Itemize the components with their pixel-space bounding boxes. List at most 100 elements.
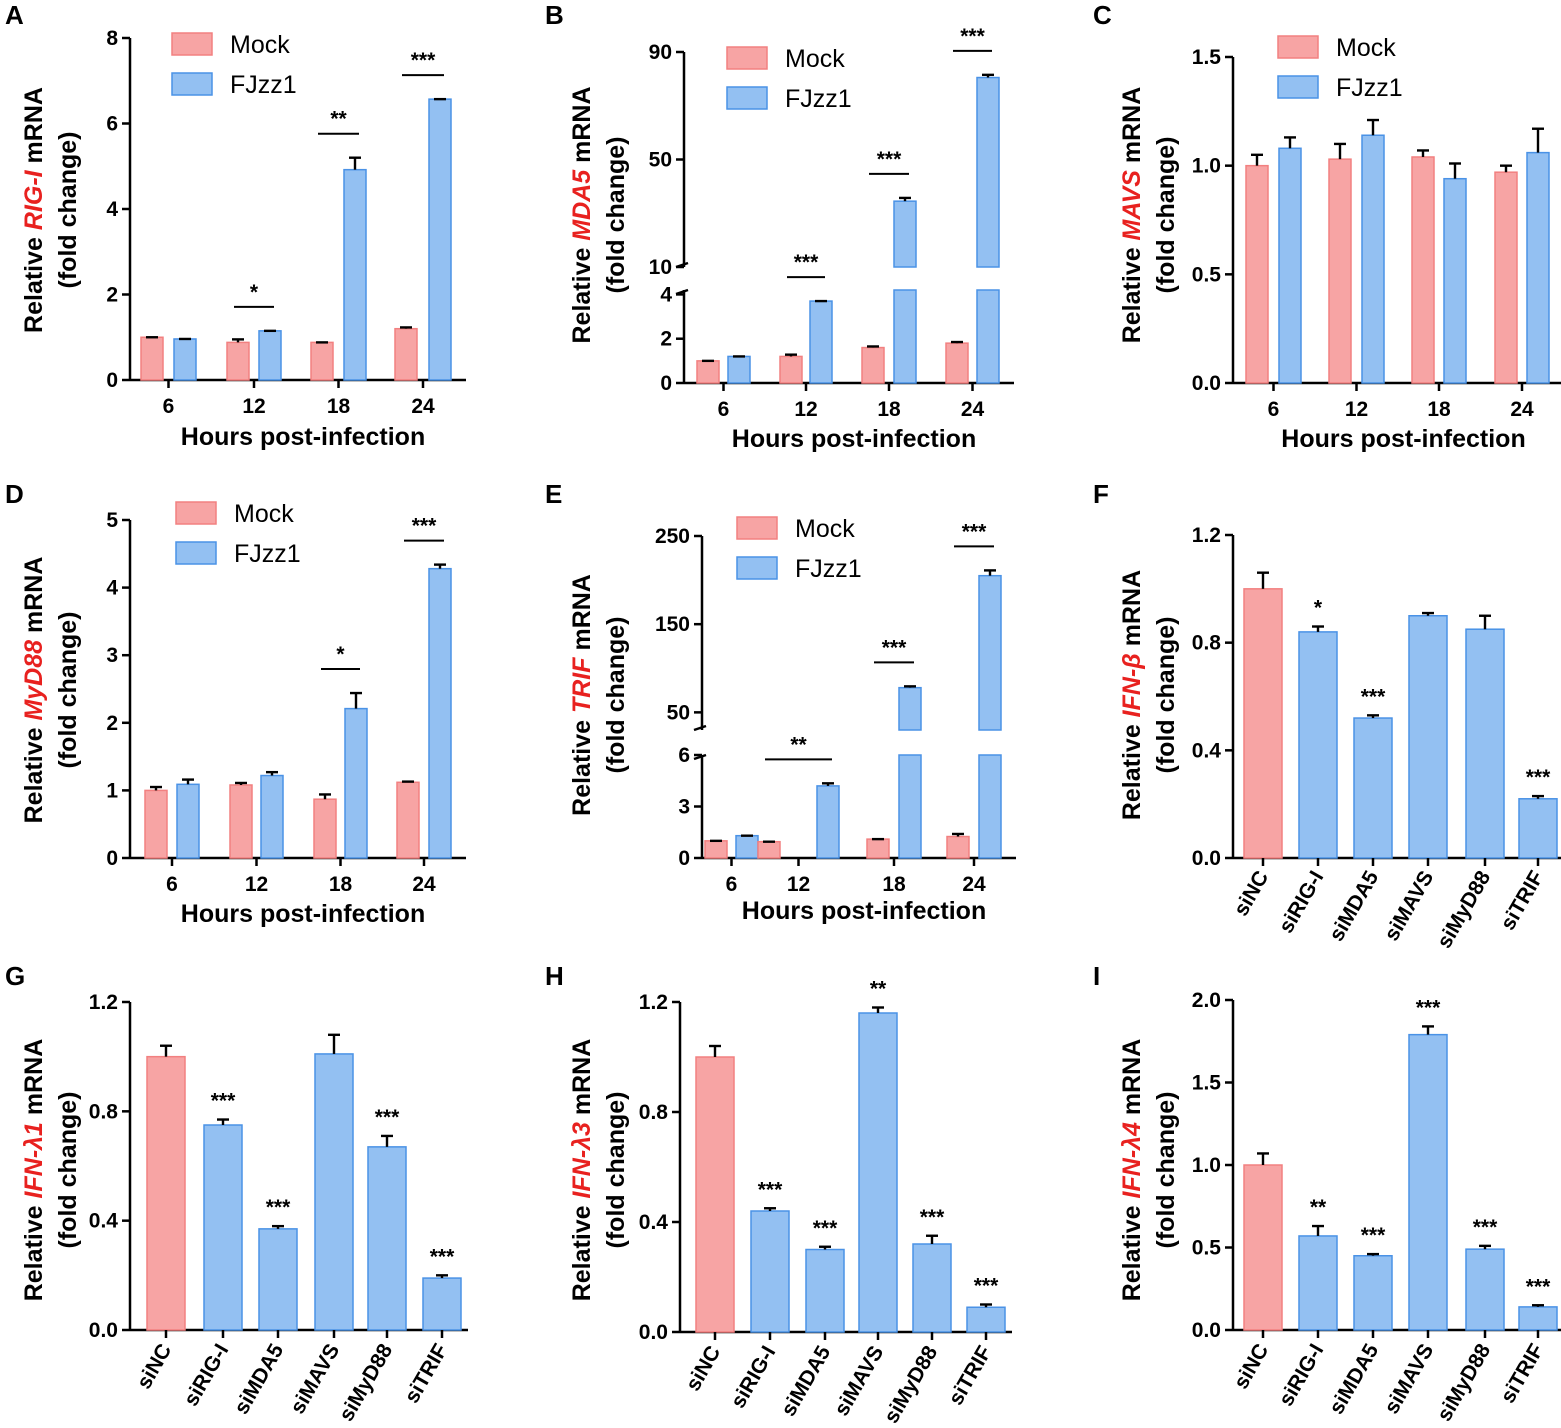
panel-H: H 0.0 0.4 0.8 1.2 siNC siRIG-I *** siMDA5 *** siMA… bbox=[545, 961, 1012, 1427]
y-axis-label: Relative IFN-λ4 mRNA bbox=[1118, 1039, 1146, 1302]
bar-fjzz1 bbox=[428, 98, 452, 381]
y-tick-label: 3 bbox=[106, 644, 118, 667]
y-tick-label: 0.4 bbox=[89, 1210, 119, 1233]
x-tick-label: siMyD88 bbox=[1433, 867, 1496, 953]
legend-label-mock: Mock bbox=[234, 500, 294, 528]
y-tick-label: 1.2 bbox=[1192, 524, 1221, 547]
y-tick-label: 2.0 bbox=[1192, 989, 1221, 1012]
x-tick-label: siMDA5 bbox=[230, 1340, 289, 1418]
significance-label: *** bbox=[1416, 996, 1441, 1019]
y-tick-label: 50 bbox=[649, 149, 672, 172]
significance-label: ** bbox=[790, 733, 807, 756]
bar-siMyD88 bbox=[912, 1243, 952, 1333]
y-tick-label: 8 bbox=[106, 27, 118, 50]
y-tick-label: 4 bbox=[106, 198, 118, 221]
y-axis-label-line2: (fold change) bbox=[54, 132, 82, 289]
y-label-prefix: Relative bbox=[568, 1198, 596, 1301]
significance-label: *** bbox=[1361, 1224, 1386, 1247]
significance-label: *** bbox=[813, 1217, 838, 1240]
significance-label: *** bbox=[962, 520, 987, 543]
y-tick-label: 1.2 bbox=[89, 991, 118, 1014]
significance-label: *** bbox=[1526, 766, 1551, 789]
bar-siTRIF bbox=[422, 1277, 462, 1331]
significance-label: *** bbox=[375, 1106, 400, 1129]
legend-swatch-mock bbox=[726, 46, 768, 70]
y-tick-label: 0.0 bbox=[1192, 847, 1221, 870]
panel-C: C 0.0 0.5 1.0 1.5 6 12 18 24 Mock FJzz1 Hours post-… bbox=[1093, 0, 1561, 453]
bar-siTRIF bbox=[1518, 798, 1558, 859]
y-label-gene: IFN-β bbox=[1118, 653, 1146, 717]
y-label-gene: IFN-λ4 bbox=[1118, 1122, 1146, 1199]
x-tick-label: 6 bbox=[1268, 398, 1280, 421]
y-tick-label: 1.2 bbox=[639, 991, 668, 1014]
panel-letter: A bbox=[5, 0, 24, 30]
x-tick-label: siTRIF bbox=[1496, 867, 1548, 934]
bar-fjzz1 bbox=[727, 355, 751, 384]
x-tick-label: siNC bbox=[681, 1342, 725, 1395]
panel-letter: H bbox=[545, 961, 564, 991]
bar-fjzz1-upper bbox=[893, 200, 917, 268]
x-tick-label: 12 bbox=[242, 395, 265, 418]
y-tick-label: 0.8 bbox=[639, 1101, 669, 1124]
x-tick-label: siMAVS bbox=[286, 1340, 344, 1418]
y-tick-label: 0 bbox=[106, 369, 118, 392]
y-tick-label: 1.0 bbox=[1192, 155, 1221, 178]
significance-label: *** bbox=[920, 1206, 945, 1229]
bar-mock bbox=[144, 789, 168, 859]
y-axis-label: Relative IFN-β mRNA bbox=[1118, 570, 1146, 820]
y-tick-label: 0.5 bbox=[1192, 263, 1222, 286]
y-label-suffix: mRNA bbox=[20, 87, 48, 170]
y-axis-label-line2: (fold change) bbox=[602, 617, 630, 774]
bar-siNC bbox=[695, 1056, 735, 1333]
y-axis-label: Relative IFN-λ1 mRNA bbox=[20, 1039, 48, 1302]
bar-fjzz1 bbox=[735, 834, 759, 859]
significance-label: *** bbox=[960, 25, 985, 48]
y-label-prefix: Relative bbox=[1118, 717, 1146, 820]
legend-label-fjzz1: FJzz1 bbox=[234, 540, 301, 568]
y-tick-label: 1.5 bbox=[1192, 46, 1222, 69]
x-axis-label: Hours post-infection bbox=[742, 897, 986, 925]
x-tick-label: siMAVS bbox=[830, 1342, 888, 1420]
bar-fjzz1-lower bbox=[898, 754, 922, 859]
bar-mock bbox=[313, 798, 337, 859]
panel-letter: C bbox=[1093, 0, 1112, 30]
y-tick-label: 4 bbox=[660, 283, 672, 306]
y-label-suffix: mRNA bbox=[20, 557, 48, 640]
x-tick-label: siMDA5 bbox=[777, 1342, 836, 1420]
y-label-gene: TRIF bbox=[568, 657, 596, 713]
bar-siTRIF bbox=[966, 1306, 1006, 1333]
bar-mock bbox=[394, 327, 418, 381]
panel-E: E 0 3 6 50 150 250 6 12 ** 18 *** 24 *** Mock FJzz1 Hour… bbox=[545, 479, 1016, 925]
bar-fjzz1 bbox=[1443, 177, 1467, 384]
bar-mock bbox=[396, 781, 420, 859]
y-tick-label: 0.4 bbox=[639, 1211, 669, 1234]
bar-mock bbox=[226, 341, 250, 381]
bar-siMDA5 bbox=[1353, 1255, 1393, 1331]
y-tick-label: 0.8 bbox=[89, 1100, 119, 1123]
y-tick-label: 0.0 bbox=[89, 1319, 118, 1342]
y-tick-label: 0.0 bbox=[1192, 372, 1221, 395]
bar-fjzz1-upper bbox=[976, 76, 1000, 268]
y-label-prefix: Relative bbox=[20, 721, 48, 824]
bar-siRIG-I bbox=[203, 1124, 243, 1331]
significance-label: * bbox=[1314, 597, 1323, 620]
significance-label: *** bbox=[1526, 1275, 1551, 1298]
significance-label: *** bbox=[877, 148, 902, 171]
y-tick-label: 90 bbox=[649, 41, 672, 64]
y-axis-label: Relative MDA5 mRNA bbox=[568, 86, 596, 343]
x-tick-label: siMyD88 bbox=[880, 1342, 943, 1428]
y-label-prefix: Relative bbox=[1118, 1198, 1146, 1301]
x-tick-label: siRIG-I bbox=[727, 1342, 781, 1412]
x-tick-label: siNC bbox=[1229, 867, 1273, 920]
significance-label: *** bbox=[211, 1090, 236, 1113]
panel-letter: G bbox=[5, 961, 25, 991]
legend-label-fjzz1: FJzz1 bbox=[785, 85, 852, 113]
bar-fjzz1 bbox=[1526, 151, 1550, 384]
legend-swatch-mock bbox=[1277, 35, 1319, 59]
bar-mock bbox=[696, 360, 720, 384]
legend-label-mock: Mock bbox=[1336, 34, 1396, 62]
panel-letter: F bbox=[1093, 479, 1109, 509]
y-tick-label: 0 bbox=[660, 372, 672, 395]
y-label-prefix: Relative bbox=[568, 713, 596, 816]
